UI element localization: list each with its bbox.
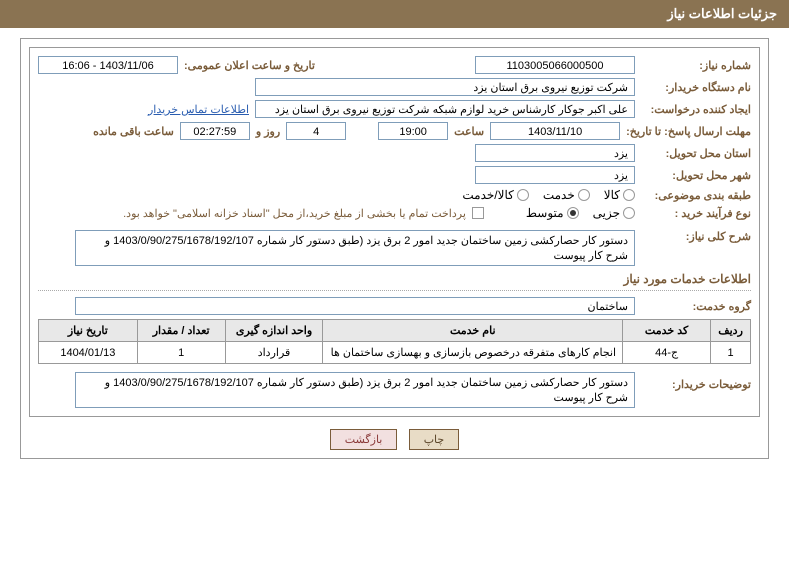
- radio-medium[interactable]: متوسط: [526, 206, 579, 220]
- announce-value[interactable]: 1403/11/06 - 16:06: [38, 56, 178, 74]
- buyer-notes-textarea[interactable]: دستور کار حصارکشی زمین ساختمان جدید امور…: [75, 372, 635, 408]
- cell-row: 1: [711, 342, 751, 364]
- remaining-suffix: ساعت باقی مانده: [93, 125, 174, 138]
- radio-medium-label: متوسط: [526, 206, 564, 220]
- radio-service[interactable]: خدمت: [543, 188, 590, 202]
- delivery-province-label: استان محل تحویل:: [641, 147, 751, 160]
- requester-input[interactable]: علی اکبر جوکار کارشناس خرید لوازم شبکه ش…: [255, 100, 635, 118]
- services-table: ردیف کد خدمت نام خدمت واحد اندازه گیری ت…: [38, 319, 751, 364]
- deadline-date[interactable]: 1403/11/10: [490, 122, 620, 140]
- service-group-label: گروه خدمت:: [641, 300, 751, 313]
- subject-class-label: طبقه بندی موضوعی:: [641, 189, 751, 202]
- buyer-org-label: نام دستگاه خریدار:: [641, 81, 751, 94]
- header-title: جزئیات اطلاعات نیاز: [667, 6, 777, 21]
- subject-radio-group: کالا خدمت کالا/خدمت: [462, 188, 635, 202]
- cell-unit: قرارداد: [225, 342, 323, 364]
- buyer-contact-link[interactable]: اطلاعات تماس خریدار: [148, 103, 249, 116]
- days-suffix: روز و: [256, 125, 280, 138]
- deadline-time[interactable]: 19:00: [378, 122, 448, 140]
- page-header: جزئیات اطلاعات نیاز: [0, 0, 789, 28]
- need-desc-textarea[interactable]: دستور کار حصارکشی زمین ساختمان جدید امور…: [75, 230, 635, 266]
- days-value[interactable]: 4: [286, 122, 346, 140]
- radio-goods-service-label: کالا/خدمت: [462, 188, 513, 202]
- delivery-city-label: شهر محل تحویل:: [641, 169, 751, 182]
- buttons-row: چاپ بازگشت: [29, 429, 760, 450]
- deadline-label: مهلت ارسال پاسخ: تا تاریخ:: [626, 125, 751, 138]
- payment-checkbox[interactable]: [472, 207, 484, 219]
- radio-icon: [623, 189, 635, 201]
- need-desc-label: شرح کلی نیاز:: [641, 230, 751, 243]
- print-button[interactable]: چاپ: [409, 429, 460, 450]
- radio-icon: [567, 207, 579, 219]
- cell-code: ج-44: [623, 342, 711, 364]
- radio-goods-label: کالا: [604, 188, 620, 202]
- form-section: شماره نیاز: 1103005066000500 تاریخ و ساع…: [29, 47, 760, 417]
- announce-label: تاریخ و ساعت اعلان عمومی:: [184, 59, 315, 72]
- cell-name: انجام کارهای متفرقه درخصوص بازسازی و بهس…: [323, 342, 623, 364]
- col-unit: واحد اندازه گیری: [225, 320, 323, 342]
- back-button[interactable]: بازگشت: [330, 429, 398, 450]
- payment-note: پرداخت تمام یا بخشی از مبلغ خرید،از محل …: [123, 207, 466, 220]
- table-header-row: ردیف کد خدمت نام خدمت واحد اندازه گیری ت…: [39, 320, 751, 342]
- cell-qty: 1: [137, 342, 225, 364]
- delivery-city-input[interactable]: یزد: [475, 166, 635, 184]
- requester-label: ایجاد کننده درخواست:: [641, 103, 751, 116]
- need-number-label: شماره نیاز:: [641, 59, 751, 72]
- remaining-time[interactable]: 02:27:59: [180, 122, 250, 140]
- buyer-org-input[interactable]: شرکت توزیع نیروی برق استان یزد: [255, 78, 635, 96]
- table-row[interactable]: 1 ج-44 انجام کارهای متفرقه درخصوص بازساز…: [39, 342, 751, 364]
- service-group-input[interactable]: ساختمان: [75, 297, 635, 315]
- buyer-notes-label: توضیحات خریدار:: [641, 372, 751, 391]
- purchase-type-label: نوع فرآیند خرید :: [641, 207, 751, 220]
- main-container: شماره نیاز: 1103005066000500 تاریخ و ساع…: [20, 38, 769, 459]
- purchase-radio-group: جزیی متوسط: [526, 206, 635, 220]
- radio-service-label: خدمت: [543, 188, 575, 202]
- col-date: تاریخ نیاز: [39, 320, 138, 342]
- services-heading: اطلاعات خدمات مورد نیاز: [38, 272, 751, 291]
- radio-goods-service[interactable]: کالا/خدمت: [462, 188, 528, 202]
- need-number-input[interactable]: 1103005066000500: [475, 56, 635, 74]
- cell-date: 1404/01/13: [39, 342, 138, 364]
- col-name: نام خدمت: [323, 320, 623, 342]
- radio-icon: [517, 189, 529, 201]
- col-code: کد خدمت: [623, 320, 711, 342]
- radio-minor[interactable]: جزیی: [593, 206, 635, 220]
- radio-icon: [578, 189, 590, 201]
- radio-icon: [623, 207, 635, 219]
- radio-goods[interactable]: کالا: [604, 188, 635, 202]
- col-row: ردیف: [711, 320, 751, 342]
- col-qty: تعداد / مقدار: [137, 320, 225, 342]
- delivery-province-input[interactable]: یزد: [475, 144, 635, 162]
- time-label: ساعت: [454, 125, 484, 138]
- radio-minor-label: جزیی: [593, 206, 620, 220]
